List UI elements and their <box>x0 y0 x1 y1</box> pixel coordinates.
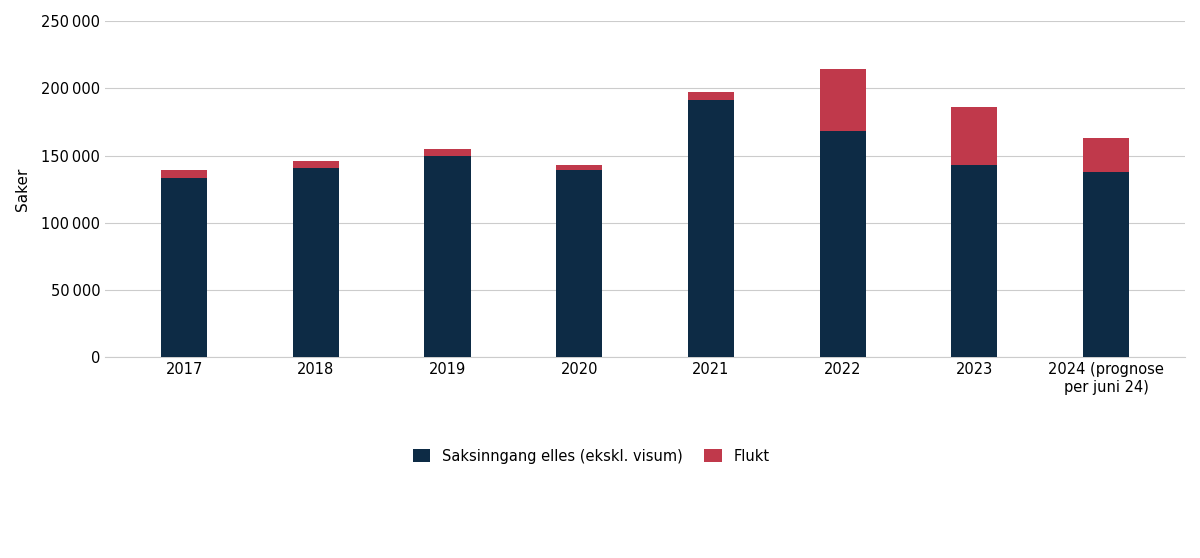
Bar <box>161 170 208 179</box>
Bar <box>1082 138 1129 172</box>
Legend: Saksinngang elles (ekskl. visum), Flukt: Saksinngang elles (ekskl. visum), Flukt <box>413 449 769 464</box>
Bar <box>293 161 338 168</box>
Bar <box>820 69 865 131</box>
Bar <box>161 179 208 358</box>
Bar <box>425 149 470 156</box>
Bar <box>293 168 338 358</box>
Bar <box>952 107 997 165</box>
Bar <box>1082 172 1129 358</box>
Bar <box>688 92 734 100</box>
Bar <box>556 165 602 170</box>
Bar <box>952 165 997 358</box>
Bar <box>425 156 470 358</box>
Y-axis label: Saker: Saker <box>14 167 30 211</box>
Bar <box>556 170 602 358</box>
Bar <box>688 100 734 358</box>
Bar <box>820 131 865 358</box>
